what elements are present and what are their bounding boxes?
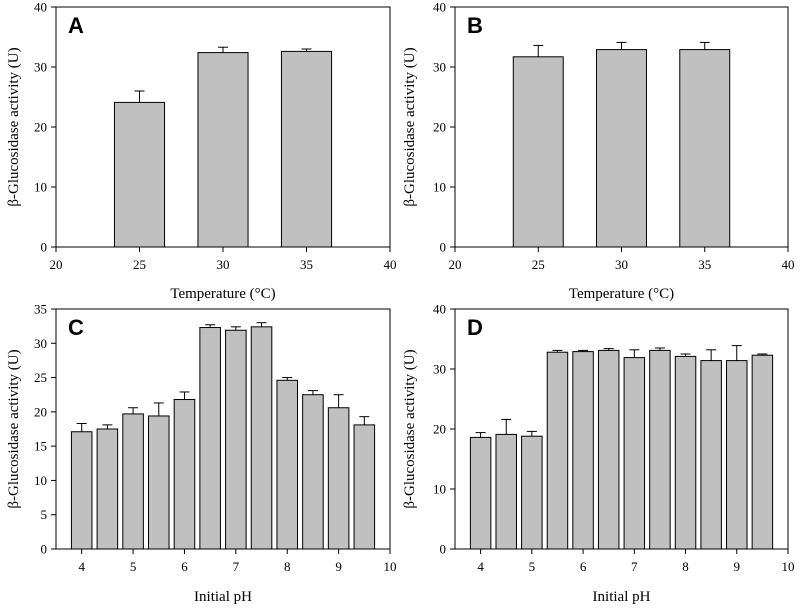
x-tick-label: 5 [130, 559, 137, 574]
y-tick-label: 35 [34, 302, 47, 317]
y-tick-label: 40 [433, 302, 446, 317]
panel-a: 0 10 20 30 40 20 25 30 35 40 Temperature (°C) β-Glu… [6, 0, 397, 302]
x-tick-label: 30 [217, 257, 230, 272]
y-tick-label: 5 [41, 507, 48, 522]
x-axis-title: Temperature (°C) [569, 286, 674, 302]
panel-letter: A [68, 13, 84, 38]
bar [512, 56, 564, 248]
bar [147, 415, 170, 550]
panel-d: 0 10 20 30 40 4 5 6 7 8 9 10 Initial pH β-Glucosidase… [402, 302, 795, 606]
x-tick-label: 40 [384, 257, 397, 272]
y-tick-label: 15 [34, 439, 47, 454]
y-tick-label: 20 [433, 120, 446, 135]
bar [96, 428, 119, 550]
y-axis-title: β-Glucosidase activity (U) [6, 349, 22, 508]
bar [122, 413, 144, 550]
x-tick-label: 8 [682, 559, 689, 574]
y-tick-label: 10 [34, 473, 47, 488]
y-axis-title: β-Glucosidase activity (U) [402, 47, 418, 206]
bar [751, 354, 774, 550]
panel-b: 0 10 20 30 40 20 25 30 35 40 Temperature (°C) β-Glu… [402, 0, 795, 302]
x-tick-label: 35 [698, 257, 711, 272]
x-tick-label: 40 [782, 257, 795, 272]
y-tick-label: 0 [440, 542, 447, 557]
y-tick-label: 30 [34, 60, 47, 75]
bar [596, 49, 647, 248]
x-tick-label: 8 [284, 559, 291, 574]
bar [597, 349, 620, 550]
panel-letter: D [467, 315, 483, 340]
x-tick-label: 7 [631, 559, 638, 574]
y-tick-label: 10 [34, 180, 47, 195]
y-tick-label: 0 [41, 240, 48, 255]
panel-letter: C [68, 315, 84, 340]
bar [70, 431, 93, 550]
bar [199, 327, 221, 550]
x-tick-label: 6 [181, 559, 188, 574]
y-tick-label: 20 [34, 404, 47, 419]
y-tick-label: 30 [433, 60, 446, 75]
y-tick-label: 30 [34, 336, 47, 351]
bar [623, 357, 646, 550]
y-axis-title: β-Glucosidase activity (U) [402, 349, 418, 508]
x-tick-label: 6 [580, 559, 587, 574]
y-axis-title: β-Glucosidase activity (U) [6, 47, 22, 206]
bar [649, 349, 671, 550]
x-tick-label: 30 [615, 257, 628, 272]
bar [276, 379, 299, 550]
bar [521, 435, 543, 550]
x-tick-label: 10 [384, 559, 397, 574]
bar [113, 101, 166, 248]
bar [726, 360, 748, 550]
y-tick-label: 40 [34, 0, 47, 15]
x-tick-label: 9 [734, 559, 741, 574]
y-tick-label: 0 [41, 542, 48, 557]
x-tick-label: 25 [133, 257, 146, 272]
x-axis-title: Initial pH [593, 589, 651, 605]
x-axis-title: Initial pH [194, 589, 252, 605]
x-tick-label: 35 [300, 257, 313, 272]
x-tick-label: 25 [532, 257, 545, 272]
y-tick-label: 10 [433, 482, 446, 497]
bar [197, 52, 249, 248]
x-tick-label: 5 [529, 559, 536, 574]
bar [302, 394, 324, 550]
y-tick-label: 25 [34, 370, 47, 385]
y-tick-label: 10 [433, 180, 446, 195]
bar [495, 433, 517, 550]
bar [572, 351, 594, 550]
panel-c: 0 5 10 15 20 25 30 35 4 5 6 7 8 9 10 Initial pH β-Glucos… [6, 302, 397, 606]
y-tick-label: 20 [34, 120, 47, 135]
bar [327, 407, 350, 550]
y-tick-label: 0 [440, 240, 447, 255]
y-tick-label: 40 [433, 0, 446, 15]
bar [469, 436, 492, 550]
x-tick-label: 7 [233, 559, 240, 574]
bar [173, 399, 196, 550]
bar [546, 351, 569, 550]
x-tick-label: 9 [335, 559, 342, 574]
x-tick-label: 20 [50, 257, 63, 272]
panel-letter: B [467, 13, 483, 38]
x-tick-label: 4 [78, 559, 85, 574]
y-tick-label: 20 [433, 422, 446, 437]
bar [674, 355, 697, 550]
y-tick-label: 30 [433, 362, 446, 377]
plot-frame [55, 308, 391, 550]
bar [700, 360, 722, 550]
x-tick-label: 10 [782, 559, 795, 574]
x-axis-title: Temperature (°C) [170, 286, 275, 302]
bar [679, 49, 731, 248]
bar [280, 50, 333, 248]
x-tick-label: 4 [477, 559, 484, 574]
x-tick-label: 20 [449, 257, 462, 272]
bar [225, 329, 247, 550]
bar [250, 326, 273, 550]
bar [353, 424, 376, 550]
